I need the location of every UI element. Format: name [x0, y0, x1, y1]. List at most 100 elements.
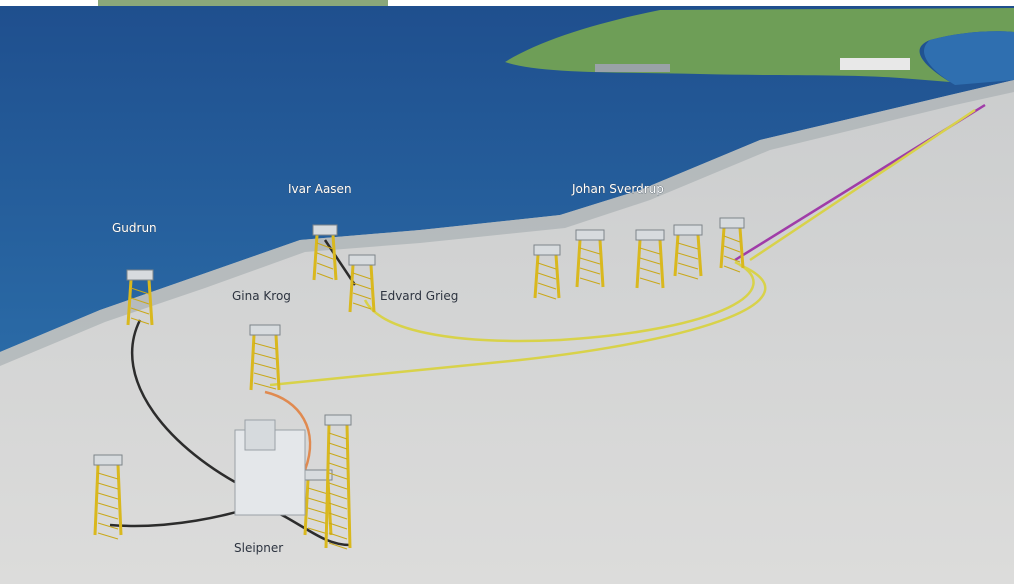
pipeline-yellow — [363, 260, 755, 343]
rig-part — [307, 487, 329, 495]
rig-part — [97, 532, 119, 540]
rig-part — [533, 254, 540, 299]
rig-part — [93, 454, 123, 466]
platform-label: Johan Sverdrup — [571, 182, 664, 196]
rig-part — [130, 297, 150, 305]
terminal — [595, 64, 670, 72]
rig-part — [253, 342, 277, 350]
rig-part — [97, 522, 119, 530]
rig-part — [719, 227, 726, 269]
rig-part — [328, 482, 348, 490]
rig-part — [677, 272, 699, 280]
rig-part — [533, 244, 561, 256]
rig-part — [307, 527, 329, 535]
rig-part — [658, 239, 665, 289]
sleipner-module — [244, 419, 276, 451]
rig-part — [348, 254, 376, 266]
rig-part — [369, 264, 376, 313]
rig-part — [677, 252, 699, 260]
rig-part — [723, 265, 741, 273]
rig-part — [328, 542, 348, 550]
rig-part — [352, 272, 372, 280]
rig-part — [126, 279, 133, 326]
rig-part — [598, 239, 605, 288]
rig-part — [696, 234, 703, 277]
rig-part — [97, 502, 119, 510]
rig-part — [253, 362, 277, 370]
rig-part — [635, 239, 642, 289]
rig-part — [316, 252, 334, 260]
rig-part — [328, 522, 348, 530]
platform-label: Sleipner — [234, 541, 283, 555]
rig-part — [352, 302, 372, 310]
pipeline-black — [130, 319, 251, 492]
rig-part — [331, 234, 338, 281]
top-bar — [98, 0, 388, 6]
rig-part — [97, 472, 119, 480]
pipeline-yellow — [749, 108, 976, 262]
rig-part — [303, 479, 310, 536]
rig-part — [738, 227, 745, 269]
rig-part — [274, 334, 281, 391]
rig-part — [348, 264, 355, 313]
shelf-edge — [0, 80, 1014, 366]
rig-part — [130, 307, 150, 315]
rig-part — [312, 234, 319, 281]
rig-part — [579, 267, 601, 275]
rig-part — [639, 277, 661, 285]
rig-part — [677, 242, 699, 250]
rig-part — [316, 272, 334, 280]
rig-part — [537, 282, 557, 290]
rig-part — [97, 512, 119, 520]
platforms — [93, 217, 745, 550]
rig-part — [328, 472, 348, 480]
rig-part — [579, 247, 601, 255]
rig-part — [537, 272, 557, 280]
onshore-plant — [840, 58, 910, 70]
rig-part — [575, 239, 582, 288]
rig-part — [635, 229, 665, 241]
rig-part — [723, 245, 741, 253]
rig-part — [249, 324, 281, 336]
rig-part — [579, 257, 601, 265]
top-strip — [0, 0, 1014, 6]
rig-part — [130, 317, 150, 325]
rig-part — [537, 262, 557, 270]
pipeline-orange — [264, 390, 312, 471]
rig-part — [316, 262, 334, 270]
rig-part — [307, 497, 329, 505]
rig-part — [249, 334, 256, 391]
platform-label: Ivar Aasen — [288, 182, 352, 196]
rig-part — [328, 532, 348, 540]
rig-part — [253, 372, 277, 380]
rig-part — [673, 234, 680, 277]
rig-part — [253, 352, 277, 360]
pipeline-yellow — [269, 263, 767, 387]
rig-part — [723, 255, 741, 263]
rig-part — [575, 229, 605, 241]
rig-part — [328, 512, 348, 520]
rig-part — [126, 269, 154, 281]
rig-part — [579, 277, 601, 285]
rig-part — [324, 424, 331, 549]
rig-part — [130, 287, 150, 295]
rig-part — [328, 432, 348, 440]
rig-part — [328, 462, 348, 470]
platform-label: Edvard Grieg — [380, 289, 458, 303]
rig-part — [537, 292, 557, 300]
rig-part — [352, 292, 372, 300]
rig-part — [312, 224, 338, 236]
rig-part — [316, 242, 334, 250]
rig-part — [324, 414, 352, 426]
rig-part — [639, 267, 661, 275]
rig-part — [639, 257, 661, 265]
rig-part — [147, 279, 154, 326]
rig-part — [719, 217, 745, 229]
rig-part — [328, 452, 348, 460]
rig-part — [328, 502, 348, 510]
rig-part — [673, 224, 703, 236]
rig-part — [328, 442, 348, 450]
rig-part — [345, 424, 352, 549]
rig-part — [253, 382, 277, 390]
rig-part — [307, 507, 329, 515]
